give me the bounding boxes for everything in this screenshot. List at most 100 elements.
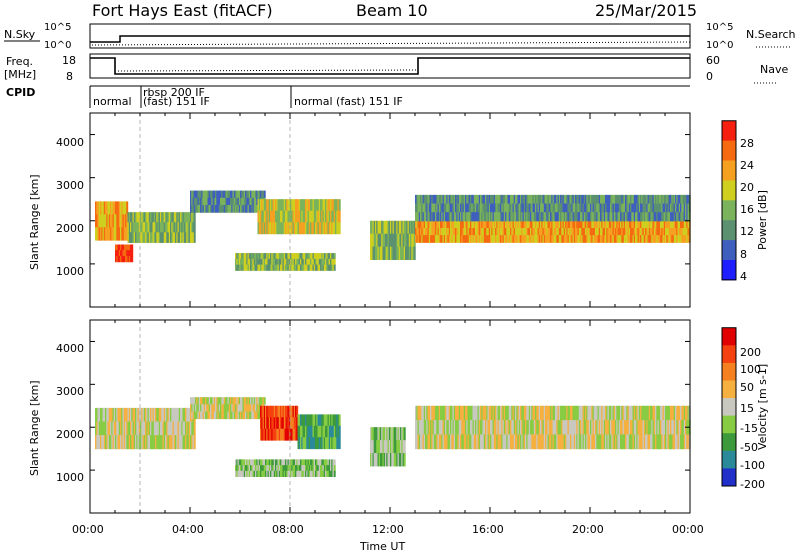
data-cell bbox=[537, 405, 540, 421]
data-cell bbox=[436, 235, 439, 243]
data-cell bbox=[531, 434, 534, 450]
data-cell bbox=[287, 253, 290, 260]
data-cell bbox=[121, 214, 124, 228]
data-cell bbox=[172, 222, 175, 233]
data-cell bbox=[276, 470, 279, 477]
data-cell bbox=[192, 404, 195, 412]
data-cell bbox=[113, 435, 116, 450]
data-cell bbox=[570, 434, 572, 450]
data-cell bbox=[172, 407, 175, 422]
data-cell bbox=[675, 203, 677, 213]
data-cell bbox=[192, 205, 195, 213]
data-cell bbox=[151, 232, 154, 243]
data-cell bbox=[222, 411, 225, 420]
data-cell bbox=[307, 437, 310, 450]
data-cell bbox=[256, 190, 259, 199]
data-cell bbox=[531, 194, 534, 204]
data-cell bbox=[307, 470, 310, 477]
data-cell bbox=[325, 465, 327, 472]
data-cell bbox=[416, 405, 419, 421]
data-cell bbox=[245, 197, 247, 206]
data-cell bbox=[628, 194, 631, 204]
data-cell bbox=[661, 220, 664, 229]
data-cell bbox=[117, 201, 120, 215]
data-cell bbox=[148, 222, 151, 233]
data-cell bbox=[638, 434, 641, 450]
data-cell bbox=[162, 435, 165, 450]
data-cell bbox=[326, 210, 329, 223]
data-cell bbox=[542, 235, 545, 243]
data-cell bbox=[421, 420, 424, 435]
data-cell bbox=[620, 220, 622, 229]
data-cell bbox=[612, 228, 615, 236]
data-region bbox=[235, 459, 336, 477]
data-cell bbox=[440, 235, 442, 243]
data-cell bbox=[325, 253, 327, 260]
data-cell bbox=[576, 203, 579, 213]
data-cell bbox=[420, 203, 422, 213]
xtick-0400: 04:00 bbox=[172, 523, 204, 536]
data-cell bbox=[500, 212, 502, 222]
data-cell bbox=[155, 212, 157, 223]
data-cell bbox=[593, 420, 596, 435]
data-cell bbox=[225, 197, 227, 206]
data-cell bbox=[593, 235, 596, 243]
data-cell bbox=[461, 203, 464, 213]
data-cell bbox=[483, 434, 486, 450]
data-cell bbox=[306, 414, 309, 427]
data-cell bbox=[455, 405, 457, 421]
data-cell bbox=[562, 228, 565, 236]
data-cell bbox=[633, 220, 636, 229]
data-cell bbox=[516, 235, 519, 243]
data-cell bbox=[666, 235, 669, 243]
data-cell bbox=[500, 434, 502, 450]
data-cell bbox=[220, 197, 222, 206]
data-cell bbox=[545, 434, 547, 450]
data-cell bbox=[451, 235, 454, 243]
data-cell bbox=[592, 228, 595, 236]
data-cell bbox=[416, 194, 419, 204]
data-cell bbox=[551, 203, 554, 213]
data-cell bbox=[247, 465, 250, 472]
data-cell bbox=[331, 425, 334, 438]
data-cell bbox=[198, 397, 201, 405]
data-cell bbox=[685, 212, 687, 222]
data-cell bbox=[602, 405, 605, 421]
data-cell bbox=[103, 227, 106, 241]
data-cell bbox=[323, 459, 326, 466]
data-cell bbox=[533, 194, 536, 204]
data-cell bbox=[446, 220, 449, 229]
data-cell bbox=[157, 212, 160, 223]
data-region bbox=[95, 201, 129, 241]
data-cell bbox=[188, 407, 191, 422]
data-cell bbox=[481, 194, 484, 204]
data-cell bbox=[620, 434, 622, 450]
data-cell bbox=[131, 435, 134, 450]
data-cell bbox=[675, 235, 677, 243]
data-cell bbox=[240, 465, 242, 472]
data-cell bbox=[175, 212, 177, 223]
data-cell bbox=[676, 235, 679, 243]
data-cell bbox=[441, 220, 444, 229]
data-cell bbox=[528, 420, 531, 435]
data-cell bbox=[411, 220, 414, 235]
data-cell bbox=[562, 212, 565, 222]
data-cell bbox=[557, 434, 560, 450]
data-cell bbox=[543, 194, 546, 204]
data-cell bbox=[241, 397, 244, 405]
data-cell bbox=[481, 203, 484, 213]
data-cell bbox=[657, 434, 660, 450]
data-cell bbox=[282, 405, 285, 418]
data-cell bbox=[400, 453, 402, 467]
data-cell bbox=[646, 434, 649, 450]
data-cell bbox=[561, 228, 564, 236]
data-cell bbox=[135, 421, 137, 436]
data-cell bbox=[100, 214, 102, 228]
data-cell bbox=[553, 420, 556, 435]
data-cell bbox=[283, 253, 286, 260]
data-cell bbox=[442, 228, 445, 236]
data-cell bbox=[481, 420, 484, 435]
data-cell bbox=[473, 212, 476, 222]
data-cell bbox=[220, 404, 222, 412]
colorbar-swatch bbox=[722, 160, 736, 181]
